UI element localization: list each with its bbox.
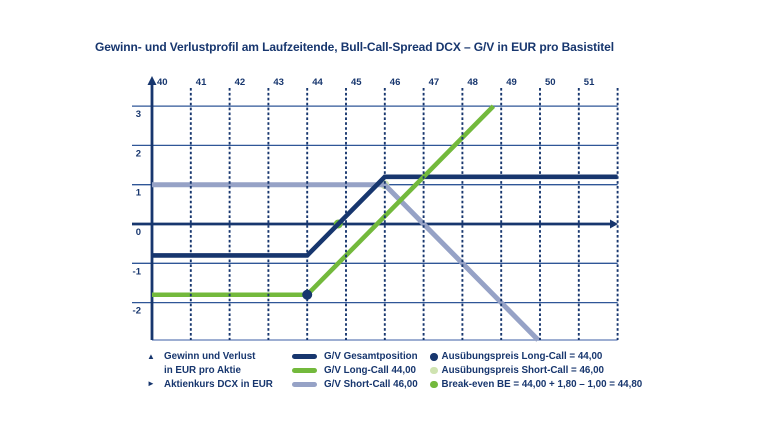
up-triangle-icon: ▲ bbox=[147, 351, 155, 361]
legend-label: Ausübungspreis Long-Call = 44,00 bbox=[441, 351, 603, 363]
y-axis-arrow-icon bbox=[147, 76, 157, 85]
x-tick-label-44: 44 bbox=[312, 77, 323, 88]
x-tick-label-48: 48 bbox=[467, 77, 478, 88]
y-tick-label-2: 2 bbox=[136, 148, 141, 159]
legend-markers: Ausübungspreis Long-Call = 44,00 Ausübun… bbox=[430, 350, 642, 391]
long-call-line-swatch bbox=[292, 368, 317, 374]
legend-row-aktienkurs: ► Aktienkurs DCX in EUR bbox=[147, 378, 273, 392]
x-tick-label-40: 40 bbox=[157, 77, 168, 88]
legend-label: G/V Short-Call 46,00 bbox=[324, 378, 418, 390]
navy-dot-icon bbox=[430, 353, 438, 361]
legend-label: G/V Long-Call 44,00 bbox=[324, 365, 417, 377]
legend-row-short-call: G/V Short-Call 46,00 bbox=[292, 378, 418, 392]
legend-series: G/V Gesamtposition G/V Long-Call 44,00 G… bbox=[292, 350, 418, 391]
legend-label: Gewinn und Verlust bbox=[164, 351, 256, 363]
x-tick-label-41: 41 bbox=[196, 77, 207, 88]
short-call-line-swatch bbox=[292, 381, 317, 387]
y-tick-label-3: 3 bbox=[136, 109, 141, 120]
x-tick-label-50: 50 bbox=[545, 77, 556, 88]
y-tick-label--1: -1 bbox=[133, 266, 142, 277]
legend-row-gewinn-verlust-2: in EUR pro Aktie bbox=[147, 364, 273, 378]
green-dot-icon bbox=[430, 380, 438, 389]
series-line-g-v-long-call-44-00 bbox=[152, 104, 496, 298]
legend-row-auspreis-short: Ausübungspreis Short-Call = 46,00 bbox=[430, 364, 642, 378]
legend-row-gewinn-verlust: ▲ Gewinn und Verlust bbox=[147, 350, 273, 364]
x-axis-arrow-icon bbox=[610, 219, 618, 229]
chart-title: Gewinn- und Verlustprofil am Laufzeitend… bbox=[95, 40, 614, 54]
legend-label: Aktienkurs DCX in EUR bbox=[164, 378, 273, 390]
x-tick-label-51: 51 bbox=[584, 77, 595, 88]
x-tick-label-42: 42 bbox=[235, 77, 246, 88]
pale-green-dot-icon bbox=[430, 366, 438, 375]
legend-row-gesamtposition: G/V Gesamtposition bbox=[292, 350, 418, 364]
y-tick-label-0: 0 bbox=[136, 227, 141, 238]
legend-row-break-even: Break-even BE = 44,00 + 1,80 – 1,00 = 44… bbox=[430, 378, 642, 392]
legend-row-auspreis-long: Ausübungspreis Long-Call = 44,00 bbox=[430, 350, 642, 364]
legend-label: G/V Gesamtposition bbox=[324, 351, 418, 363]
legend-label: Break-even BE = 44,00 + 1,80 – 1,00 = 44… bbox=[441, 378, 643, 390]
series-line-g-v-short-call-46-00 bbox=[152, 182, 540, 342]
marker-dot-ausübungspreis bbox=[302, 289, 313, 300]
x-tick-label-49: 49 bbox=[506, 77, 517, 88]
y-tick-label--2: -2 bbox=[133, 306, 141, 317]
x-tick-label-46: 46 bbox=[390, 77, 401, 88]
gesamtposition-line-swatch bbox=[292, 354, 317, 360]
legend-label: Ausübungspreis Short-Call = 46,00 bbox=[441, 365, 605, 377]
x-tick-label-45: 45 bbox=[351, 77, 362, 88]
x-tick-label-43: 43 bbox=[273, 77, 284, 88]
legend-label: in EUR pro Aktie bbox=[164, 365, 241, 377]
y-tick-label-1: 1 bbox=[136, 188, 142, 199]
x-tick-label-47: 47 bbox=[429, 77, 440, 88]
legend-row-long-call: G/V Long-Call 44,00 bbox=[292, 364, 418, 378]
legend-axis-notes: ▲ Gewinn und Verlust in EUR pro Aktie ► … bbox=[147, 350, 273, 391]
right-triangle-icon: ► bbox=[147, 379, 155, 389]
